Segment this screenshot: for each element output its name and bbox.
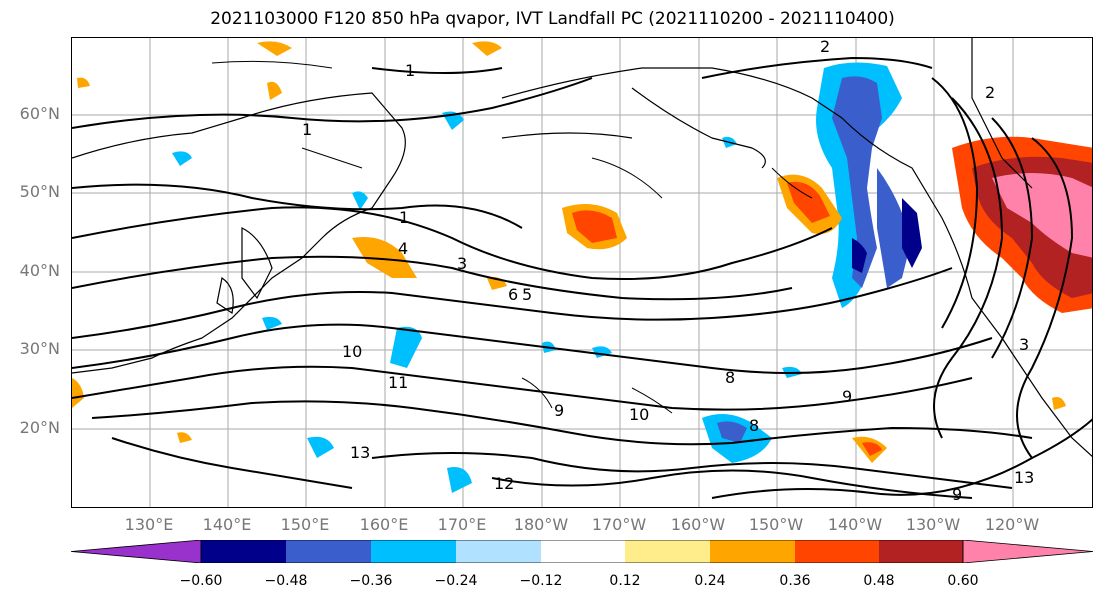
contour-label: 5 xyxy=(522,285,532,304)
lon-label-120w: 120°W xyxy=(984,515,1040,534)
colorbar xyxy=(71,540,1093,563)
map-panel: 1 1 1 2 2 3 3 4 5 6 8 8 9 9 10 10 11 12 … xyxy=(71,37,1093,508)
colorbar-segment xyxy=(879,540,963,563)
lon-label-160w: 160°W xyxy=(670,515,726,534)
negative-anomaly-fields xyxy=(172,62,922,493)
contour-label: 3 xyxy=(457,254,467,273)
colorbar-segment xyxy=(286,540,371,563)
contour-label: 1 xyxy=(302,120,312,139)
colorbar-tick: 0.24 xyxy=(694,573,726,589)
colorbar-tick: 0.36 xyxy=(779,573,811,589)
map-canvas: 1 1 1 2 2 3 3 4 5 6 8 8 9 9 10 10 11 12 … xyxy=(72,38,1092,507)
lat-label-30n: 30°N xyxy=(19,339,60,358)
contour-label: 1 xyxy=(405,61,415,80)
contour-label: 10 xyxy=(342,342,362,361)
colorbar-segment xyxy=(625,540,710,563)
lon-label-140e: 140°E xyxy=(202,515,252,534)
colorbar-extend-right xyxy=(962,540,1093,563)
contour-label: 11 xyxy=(388,373,408,392)
colorbar-segment xyxy=(371,540,456,563)
contour-label: 1 xyxy=(399,208,409,227)
lon-label-150w: 150°W xyxy=(748,515,804,534)
contour-label: 12 xyxy=(494,474,514,493)
lat-label-50n: 50°N xyxy=(19,182,60,201)
colorbar-tick: −0.48 xyxy=(264,573,308,589)
lat-label-60n: 60°N xyxy=(19,104,60,123)
positive-anomaly-fields xyxy=(72,41,1092,463)
contour-label: 13 xyxy=(1014,468,1034,487)
colorbar-tick: −0.12 xyxy=(519,573,563,589)
lat-label-40n: 40°N xyxy=(19,261,60,280)
contour-label: 8 xyxy=(749,416,759,435)
contour-label: 10 xyxy=(629,405,649,424)
contour-label: 4 xyxy=(398,239,408,258)
lon-label-140w: 140°W xyxy=(827,515,883,534)
lon-label-150e: 150°E xyxy=(280,515,330,534)
contour-label: 6 xyxy=(508,285,518,304)
contour-label: 9 xyxy=(842,387,852,406)
coastlines xyxy=(72,38,1092,457)
lon-label-160e: 160°E xyxy=(359,515,409,534)
colorbar-tick: 0.12 xyxy=(609,573,641,589)
contour-label: 13 xyxy=(350,443,370,462)
lon-label-130e: 130°E xyxy=(124,515,174,534)
lat-label-20n: 20°N xyxy=(19,418,60,437)
contour-label: 2 xyxy=(985,83,995,102)
contour-labels: 1 1 1 2 2 3 3 4 5 6 8 8 9 9 10 10 11 12 … xyxy=(302,38,1034,504)
contour-label: 9 xyxy=(952,485,962,504)
lon-label-130w: 130°W xyxy=(905,515,961,534)
map-title: 2021103000 F120 850 hPa qvapor, IVT Land… xyxy=(210,9,895,29)
contour-label: 9 xyxy=(554,401,564,420)
contour-label: 3 xyxy=(1019,335,1029,354)
thin-contours xyxy=(211,60,813,414)
colorbar-extend-left xyxy=(71,540,202,563)
colorbar-tick: −0.36 xyxy=(349,573,393,589)
colorbar-segment xyxy=(710,540,795,563)
colorbar-tick: −0.24 xyxy=(434,573,478,589)
colorbar-tick: 0.60 xyxy=(947,573,979,589)
colorbar-segment xyxy=(456,540,541,563)
lon-label-180w: 180°W xyxy=(513,515,569,534)
lon-label-170w: 170°W xyxy=(591,515,647,534)
colorbar-tick: −0.60 xyxy=(179,573,223,589)
colorbar-segment xyxy=(795,540,879,563)
colorbar-segment xyxy=(541,540,625,563)
contour-label: 8 xyxy=(725,368,735,387)
lon-label-170e: 170°E xyxy=(437,515,487,534)
ivt-contours xyxy=(72,56,1092,499)
colorbar-tick: 0.48 xyxy=(863,573,895,589)
colorbar-segment xyxy=(201,540,286,563)
contour-label: 2 xyxy=(820,38,830,56)
